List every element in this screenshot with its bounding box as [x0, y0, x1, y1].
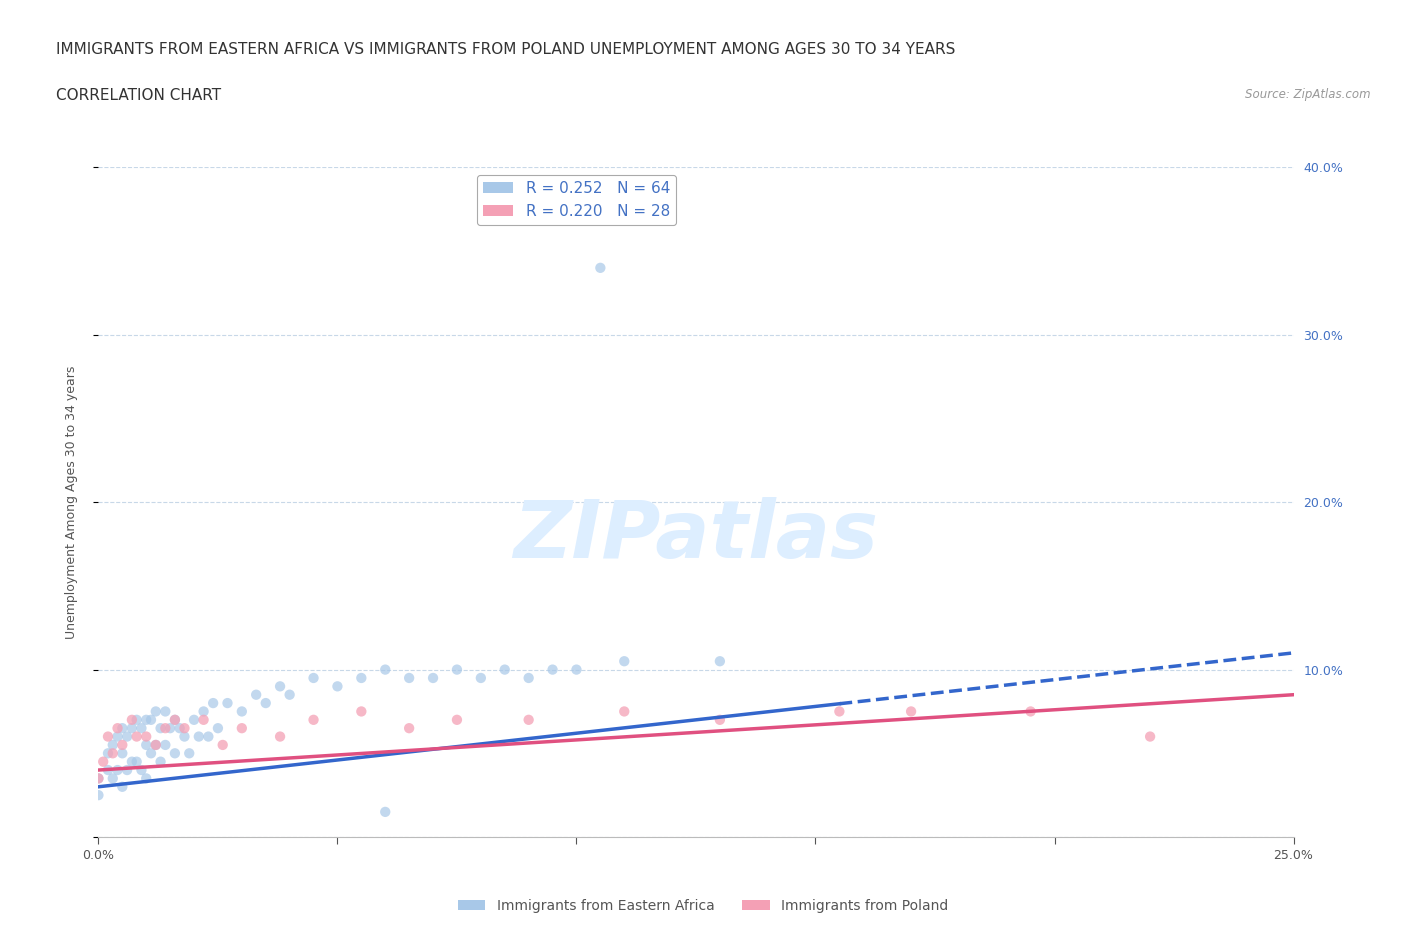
Text: CORRELATION CHART: CORRELATION CHART — [56, 88, 221, 103]
Point — [111, 779, 134, 794]
Point — [494, 662, 516, 677]
Point — [231, 704, 253, 719]
Point — [709, 654, 731, 669]
Point — [97, 746, 120, 761]
Point — [155, 737, 177, 752]
Point — [197, 729, 219, 744]
Point — [131, 721, 153, 736]
Point — [115, 763, 138, 777]
Point — [193, 704, 215, 719]
Point — [245, 687, 267, 702]
Point — [149, 754, 172, 769]
Point — [125, 754, 148, 769]
Point — [350, 671, 373, 685]
Legend: R = 0.252   N = 64, R = 0.220   N = 28: R = 0.252 N = 64, R = 0.220 N = 28 — [477, 175, 676, 225]
Text: Source: ZipAtlas.com: Source: ZipAtlas.com — [1246, 88, 1371, 101]
Point — [155, 704, 177, 719]
Point — [470, 671, 492, 685]
Point — [149, 721, 172, 736]
Point — [202, 696, 225, 711]
Point — [207, 721, 229, 736]
Point — [709, 712, 731, 727]
Point — [589, 260, 612, 275]
Point — [101, 771, 124, 786]
Point — [828, 704, 851, 719]
Point — [163, 712, 186, 727]
Point — [145, 737, 167, 752]
Point — [173, 729, 195, 744]
Point — [87, 771, 110, 786]
Point — [135, 771, 157, 786]
Point — [231, 721, 253, 736]
Point — [1139, 729, 1161, 744]
Point — [87, 788, 110, 803]
Point — [115, 729, 138, 744]
Point — [565, 662, 588, 677]
Point — [121, 754, 143, 769]
Point — [139, 712, 162, 727]
Point — [398, 671, 420, 685]
Point — [193, 712, 215, 727]
Point — [211, 737, 233, 752]
Point — [145, 704, 167, 719]
Point — [187, 729, 209, 744]
Point — [326, 679, 349, 694]
Legend: Immigrants from Eastern Africa, Immigrants from Poland: Immigrants from Eastern Africa, Immigran… — [453, 894, 953, 919]
Point — [135, 712, 157, 727]
Point — [111, 746, 134, 761]
Point — [302, 712, 325, 727]
Point — [111, 737, 134, 752]
Point — [159, 721, 181, 736]
Point — [101, 737, 124, 752]
Point — [613, 704, 636, 719]
Point — [135, 737, 157, 752]
Point — [269, 729, 291, 744]
Point — [398, 721, 420, 736]
Point — [278, 687, 301, 702]
Point — [125, 729, 148, 744]
Point — [217, 696, 239, 711]
Point — [155, 721, 177, 736]
Point — [97, 763, 120, 777]
Point — [183, 712, 205, 727]
Point — [517, 671, 540, 685]
Point — [135, 729, 157, 744]
Point — [1019, 704, 1042, 719]
Point — [163, 746, 186, 761]
Point — [374, 662, 396, 677]
Point — [446, 712, 468, 727]
Point — [350, 704, 373, 719]
Point — [97, 729, 120, 744]
Point — [125, 712, 148, 727]
Point — [900, 704, 922, 719]
Point — [121, 721, 143, 736]
Point — [517, 712, 540, 727]
Point — [254, 696, 277, 711]
Point — [107, 721, 129, 736]
Y-axis label: Unemployment Among Ages 30 to 34 years: Unemployment Among Ages 30 to 34 years — [65, 365, 77, 639]
Point — [169, 721, 191, 736]
Point — [541, 662, 564, 677]
Point — [374, 804, 396, 819]
Point — [121, 712, 143, 727]
Point — [145, 737, 167, 752]
Point — [111, 721, 134, 736]
Point — [446, 662, 468, 677]
Point — [107, 763, 129, 777]
Point — [422, 671, 444, 685]
Point — [173, 721, 195, 736]
Text: IMMIGRANTS FROM EASTERN AFRICA VS IMMIGRANTS FROM POLAND UNEMPLOYMENT AMONG AGES: IMMIGRANTS FROM EASTERN AFRICA VS IMMIGR… — [56, 42, 956, 57]
Text: ZIPatlas: ZIPatlas — [513, 497, 879, 575]
Point — [101, 746, 124, 761]
Point — [131, 763, 153, 777]
Point — [91, 754, 114, 769]
Point — [163, 712, 186, 727]
Point — [179, 746, 201, 761]
Point — [302, 671, 325, 685]
Point — [87, 771, 110, 786]
Point — [613, 654, 636, 669]
Point — [139, 746, 162, 761]
Point — [269, 679, 291, 694]
Point — [107, 729, 129, 744]
